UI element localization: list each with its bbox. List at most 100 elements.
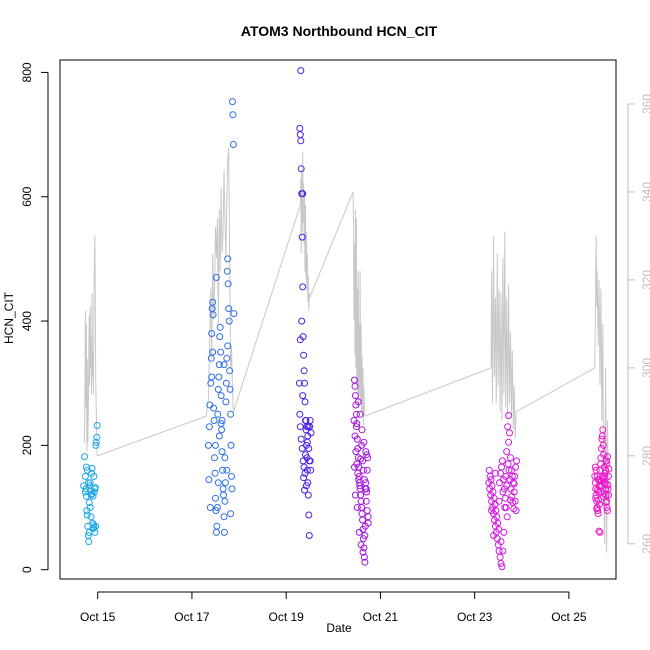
data-point [605,491,612,499]
data-point [505,412,513,419]
data-point [227,410,235,418]
data-point [594,510,602,518]
data-point [499,488,507,496]
data-point [596,528,604,536]
data-point [364,454,372,462]
data-point [221,497,229,505]
data-point [220,528,228,536]
data-point [81,472,89,480]
data-point [605,465,613,473]
data-point [351,491,359,499]
data-point [81,453,88,461]
data-point [85,538,93,546]
data-point [359,516,366,524]
y-axis: 0 200 400 600 800 [20,62,49,573]
x-tick-label: Oct 15 [80,610,116,624]
data-point [351,432,359,440]
data-point [296,423,304,431]
data-point [205,476,213,484]
data-point [302,451,309,459]
y-tick-label: 600 [20,186,34,206]
data-point [301,398,309,406]
right-tick-label: 360 [640,94,650,114]
data-point [225,317,233,325]
data-point [83,466,91,474]
data-point [86,504,94,511]
data-point [209,348,217,356]
data-point [93,422,101,429]
data-point [91,484,99,492]
data-point [600,476,608,484]
data-point [507,454,514,462]
data-point [300,474,308,482]
data-point [298,445,306,452]
x-tick-label: Oct 21 [363,610,399,624]
data-point [498,457,506,465]
data-point [351,382,359,390]
data-point [512,507,520,515]
data-point [362,448,370,456]
data-point [603,504,611,511]
data-point [223,267,231,275]
data-point [222,379,230,387]
data-point [215,361,223,369]
data-point [92,522,100,530]
x-axis: Oct 15 Oct 17 Oct 19 Oct 21 Oct 23 Oct 25 [80,591,587,624]
y-tick-label: 200 [20,435,34,455]
data-point [298,233,306,241]
data-point [82,463,90,471]
right-series-line [490,231,517,439]
data-point [350,417,358,424]
x-tick-label: Oct 23 [457,610,493,624]
data-point [92,438,100,446]
data-point [507,496,514,504]
data-point [218,448,226,456]
data-point [303,438,311,446]
data-point [506,429,513,437]
data-point [597,483,604,491]
data-point [298,317,306,325]
y-tick-label: 400 [20,311,34,331]
data-point [214,385,222,393]
data-point [357,455,365,463]
data-point [504,423,512,431]
data-point [360,476,368,484]
data-point [218,417,226,424]
right-series-connector [364,367,492,417]
data-point [221,454,229,462]
data-point [503,482,511,490]
data-point [362,497,370,505]
right-series-line [84,235,98,456]
data-point [356,410,364,418]
data-point [503,448,511,456]
right-tick-label: 260 [640,533,650,553]
data-point [363,507,371,515]
data-point [224,280,232,288]
data-point [84,479,92,487]
data-point [211,469,219,477]
data-point [228,472,235,480]
y-axis-label: HCN_CIT [2,291,16,344]
data-point [204,441,212,449]
data-point [599,426,607,434]
data-point [352,423,360,431]
scatter-points [80,67,613,571]
data-point [229,98,236,106]
data-point [591,463,599,471]
data-point [85,499,93,506]
data-point [359,466,367,474]
data-point [220,513,228,521]
data-point [90,523,98,531]
data-point [215,373,223,381]
y-tick-label: 0 [20,566,34,573]
data-point [305,457,313,465]
data-point [83,511,91,519]
data-point [215,432,223,440]
data-point [226,385,234,393]
data-point [499,547,507,555]
data-point [503,513,511,521]
data-point [299,283,307,291]
data-point [361,485,369,493]
data-point [361,532,369,539]
data-point [495,497,503,505]
